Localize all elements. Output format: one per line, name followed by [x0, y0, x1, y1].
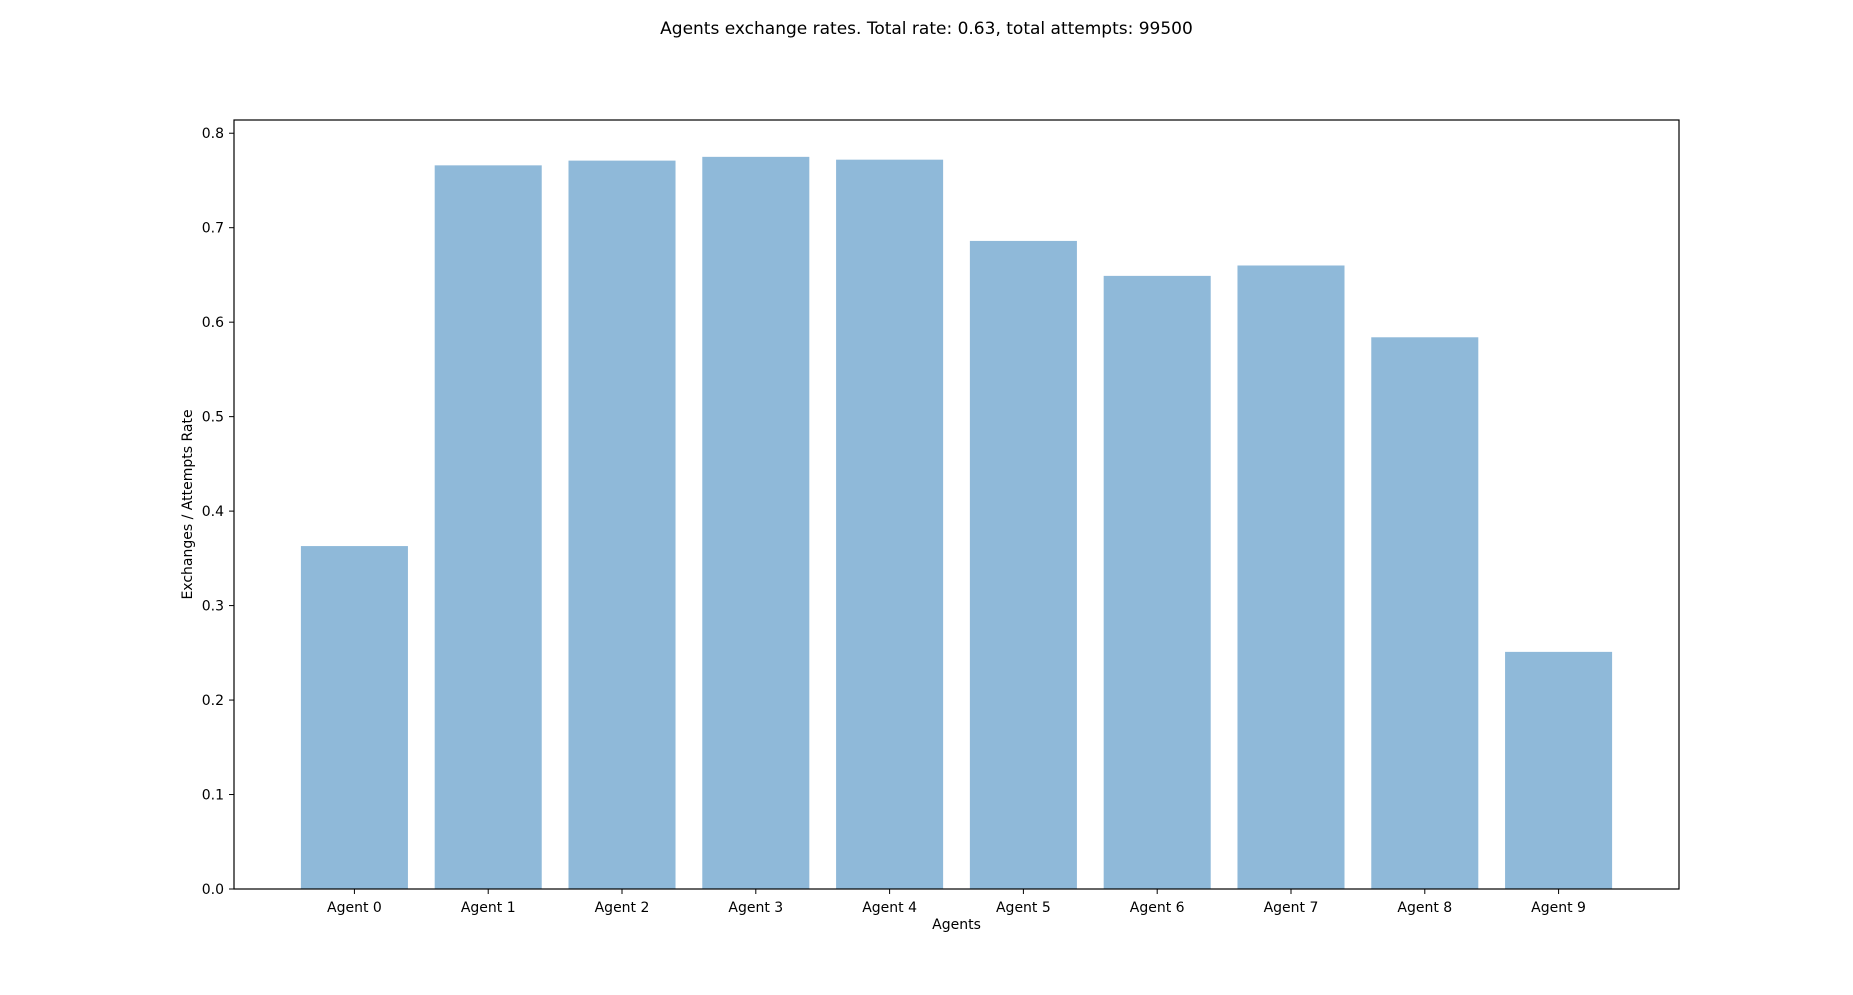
y-axis-ticks: 0.0 0.1 0.2 0.3 0.4 0.5 0.6 0.7 0.8 — [202, 126, 234, 898]
y-tick-label: 0.7 — [202, 221, 224, 237]
bar-agent-9 — [1505, 651, 1613, 889]
bar-agent-7 — [1237, 265, 1345, 890]
bar-agent-2 — [568, 160, 676, 889]
y-axis-label: Exchanges / Attempts Rate — [180, 409, 196, 599]
bar-agent-3 — [702, 156, 810, 889]
y-tick-label: 0.1 — [202, 788, 224, 804]
bar-agent-6 — [1103, 275, 1211, 889]
bar-agent-4 — [836, 159, 944, 890]
x-tick-label: Agent 6 — [1130, 900, 1185, 916]
bar-agent-5 — [969, 240, 1077, 889]
x-tick-label: Agent 7 — [1264, 900, 1319, 916]
x-tick-label: Agent 3 — [728, 900, 783, 916]
y-tick-label: 0.4 — [202, 504, 224, 520]
bars-layer — [300, 156, 1613, 890]
chart-title: Agents exchange rates. Total rate: 0.63,… — [660, 19, 1193, 39]
y-tick-label: 0.0 — [202, 882, 224, 898]
y-tick-label: 0.5 — [202, 410, 224, 426]
x-tick-label: Agent 0 — [327, 900, 382, 916]
x-tick-label: Agent 2 — [595, 900, 650, 916]
x-tick-label: Agent 4 — [862, 900, 917, 916]
bar-agent-1 — [434, 165, 542, 889]
bar-agent-0 — [300, 546, 408, 889]
x-tick-label: Agent 5 — [996, 900, 1051, 916]
y-tick-label: 0.6 — [202, 315, 224, 331]
x-tick-label: Agent 1 — [461, 900, 516, 916]
y-tick-label: 0.3 — [202, 599, 224, 615]
x-axis-ticks: Agent 0 Agent 1 Agent 2 Agent 3 Agent 4 Agent… — [327, 889, 1586, 916]
x-tick-label: Agent 9 — [1531, 900, 1586, 916]
x-tick-label: Agent 8 — [1397, 900, 1452, 916]
y-tick-label: 0.2 — [202, 693, 224, 709]
plot-frame — [233, 119, 1680, 890]
x-axis-label: Agents — [932, 917, 981, 933]
y-tick-label: 0.8 — [202, 126, 224, 142]
bar-agent-8 — [1371, 337, 1479, 889]
